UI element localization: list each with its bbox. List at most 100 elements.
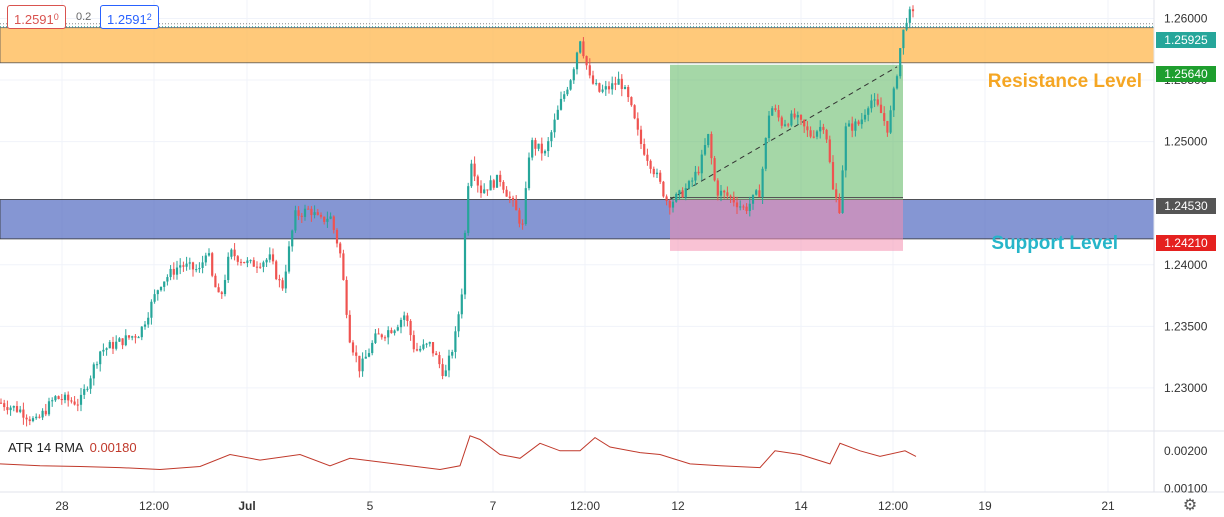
candle-body: [716, 180, 719, 196]
candle-body: [870, 100, 873, 109]
candle-body: [825, 129, 828, 140]
candle-body: [483, 189, 486, 194]
candle-body: [892, 88, 895, 111]
candle-body: [851, 123, 854, 131]
candle-body: [467, 186, 470, 233]
candle-body: [604, 86, 607, 90]
candle-body: [902, 29, 905, 49]
time-axis[interactable]: 28 12:00 Jul 5 7 12:00 12 14 12:00 19 21: [55, 499, 1115, 513]
candle-body: [486, 189, 489, 191]
candle-body: [739, 206, 742, 208]
candle-body: [550, 132, 553, 142]
candle-body: [460, 294, 463, 315]
candle-body: [118, 338, 121, 342]
candle-body: [108, 342, 111, 349]
candle-body: [774, 108, 777, 111]
candle-body: [844, 126, 847, 171]
candle-body: [262, 262, 265, 267]
candle-body: [313, 212, 316, 216]
candle-body: [150, 301, 153, 318]
candle-body: [57, 396, 60, 400]
candle-body: [607, 86, 611, 90]
candle-body: [51, 400, 54, 402]
candle-body: [563, 94, 566, 99]
candle-body: [345, 279, 348, 315]
target-zone[interactable]: [670, 64, 903, 200]
candle-body: [444, 370, 447, 377]
candle-body: [527, 157, 531, 189]
candle-body: [15, 406, 19, 412]
candle-body: [198, 267, 201, 270]
candle-body: [102, 349, 105, 352]
candle-body: [73, 401, 76, 405]
candle-body: [67, 394, 70, 401]
candle-body: [390, 330, 393, 334]
support-zone[interactable]: [0, 199, 1155, 240]
candle-body: [147, 317, 150, 325]
price-tick-label: 1.23000: [1164, 381, 1208, 395]
candle-body: [684, 188, 687, 198]
ask-price-badge[interactable]: 1.25912: [100, 5, 159, 29]
candle-body: [815, 131, 819, 137]
candle-body: [6, 407, 9, 411]
candle-body: [41, 410, 44, 418]
candle-body: [579, 41, 582, 53]
bid-price-badge[interactable]: 1.25910: [7, 5, 66, 29]
candle-body: [678, 190, 681, 194]
time-tick-label: 12:00: [878, 499, 908, 513]
stop-zone[interactable]: [670, 199, 903, 251]
candle-body: [585, 56, 588, 66]
candle-body: [326, 218, 329, 222]
candle-body: [831, 162, 835, 190]
candle-body: [694, 171, 697, 181]
candle-body: [787, 124, 790, 126]
candle-body: [249, 260, 252, 262]
time-tick-label: 28: [55, 499, 69, 513]
candle-body: [3, 403, 6, 408]
candle-body: [316, 212, 319, 215]
candle-body: [377, 333, 380, 335]
candle-body: [911, 9, 915, 12]
candle-body: [479, 185, 483, 194]
candle-body: [908, 9, 911, 23]
gear-icon[interactable]: ⚙: [1182, 497, 1198, 514]
candle-body: [169, 268, 172, 278]
candle-body: [287, 246, 291, 272]
candle-body: [777, 110, 780, 118]
candle-body: [182, 265, 185, 267]
atr-legend: ATR 14 RMA 0.00180: [8, 440, 137, 455]
candle-body: [76, 404, 79, 406]
candle-body: [623, 86, 627, 89]
price-tag: [1156, 32, 1216, 48]
candle-body: [105, 348, 108, 350]
candle-body: [783, 124, 787, 126]
candle-body: [111, 342, 115, 349]
candle-body: [428, 342, 431, 344]
candle-body: [294, 210, 297, 231]
candle-body: [646, 154, 649, 161]
candle-body: [28, 419, 31, 422]
candle-body: [780, 117, 783, 126]
spread-value: 0.2: [76, 11, 92, 23]
candle-body: [217, 287, 220, 293]
candle-body: [223, 280, 227, 295]
candle-body: [812, 136, 815, 138]
candle-body: [422, 344, 425, 349]
candle-body: [227, 256, 230, 281]
candle-body: [598, 83, 601, 92]
candle-body: [719, 190, 723, 196]
candles: [0, 5, 915, 427]
candle-body: [236, 256, 239, 262]
candle-body: [511, 197, 515, 201]
candle-body: [543, 151, 547, 154]
candle-body: [809, 130, 812, 137]
candle-body: [284, 271, 287, 289]
price-tick-label: 1.23500: [1164, 319, 1208, 333]
candle-body: [265, 259, 268, 263]
candle-body: [630, 97, 633, 106]
candle-body: [803, 119, 806, 127]
candle-body: [99, 351, 102, 365]
candle-body: [726, 192, 729, 196]
candle-body: [899, 48, 902, 77]
